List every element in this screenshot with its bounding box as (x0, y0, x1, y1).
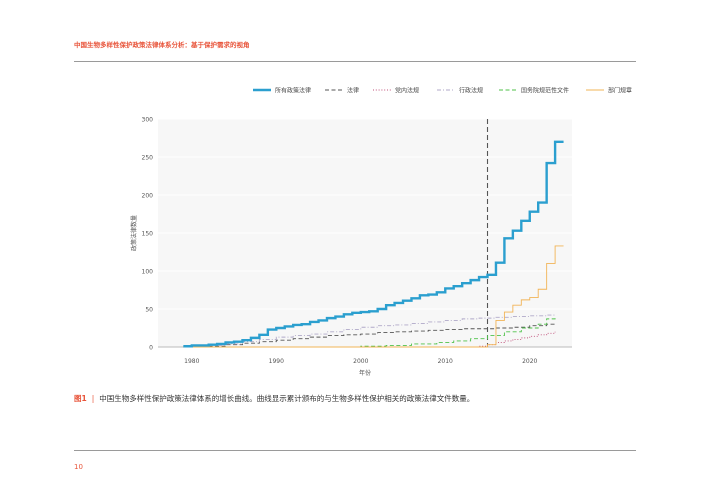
page-number: 10 (74, 463, 83, 471)
y-tick-label: 200 (142, 193, 154, 200)
y-tick-label: 300 (142, 117, 154, 124)
series-line-all (183, 140, 564, 348)
y-tick-label: 0 (149, 345, 153, 352)
series-line-law (183, 323, 556, 348)
series-line-state (183, 316, 556, 348)
series-line-party (183, 331, 556, 348)
y-tick-label: 250 (142, 155, 154, 162)
caption-text: 中国生物多样性保护政策法律体系的增长曲线。曲线显示累计颁布的与生物多样性保护相关… (99, 394, 475, 403)
figure-caption: 图1 | 中国生物多样性保护政策法律体系的增长曲线。曲线显示累计颁布的与生物多样性保… (74, 393, 474, 404)
x-tick-label: 1980 (184, 358, 199, 365)
page-header: 中国生物多样性保护政策法律体系分析：基于保护需求的视角 (74, 41, 250, 49)
x-tick-label: 2010 (438, 358, 453, 365)
x-axis-label: 年份 (359, 369, 371, 377)
legend-label-admin: 行政法规 (459, 86, 483, 94)
header-divider (74, 61, 636, 62)
y-tick-label: 150 (142, 231, 154, 238)
y-tick-label: 100 (142, 269, 154, 276)
series-line-dept (183, 245, 564, 348)
x-tick-label: 2020 (522, 358, 537, 365)
y-tick-label: 50 (145, 307, 153, 314)
legend-label-dept: 部门规章 (608, 86, 632, 94)
legend-label-state: 国务院规范性文件 (521, 86, 569, 94)
legend-label-all: 所有政策法律 (275, 86, 311, 94)
legend-label-law: 法律 (347, 86, 359, 94)
caption-separator: | (91, 394, 95, 403)
footer-divider (74, 450, 636, 451)
series-line-admin (183, 314, 556, 348)
figure-label: 图1 (74, 394, 87, 403)
legend-label-party: 党内法规 (395, 86, 419, 94)
x-tick-label: 1990 (269, 358, 284, 365)
y-axis-label: 政策法律数量 (130, 215, 138, 251)
x-tick-label: 2000 (353, 358, 368, 365)
